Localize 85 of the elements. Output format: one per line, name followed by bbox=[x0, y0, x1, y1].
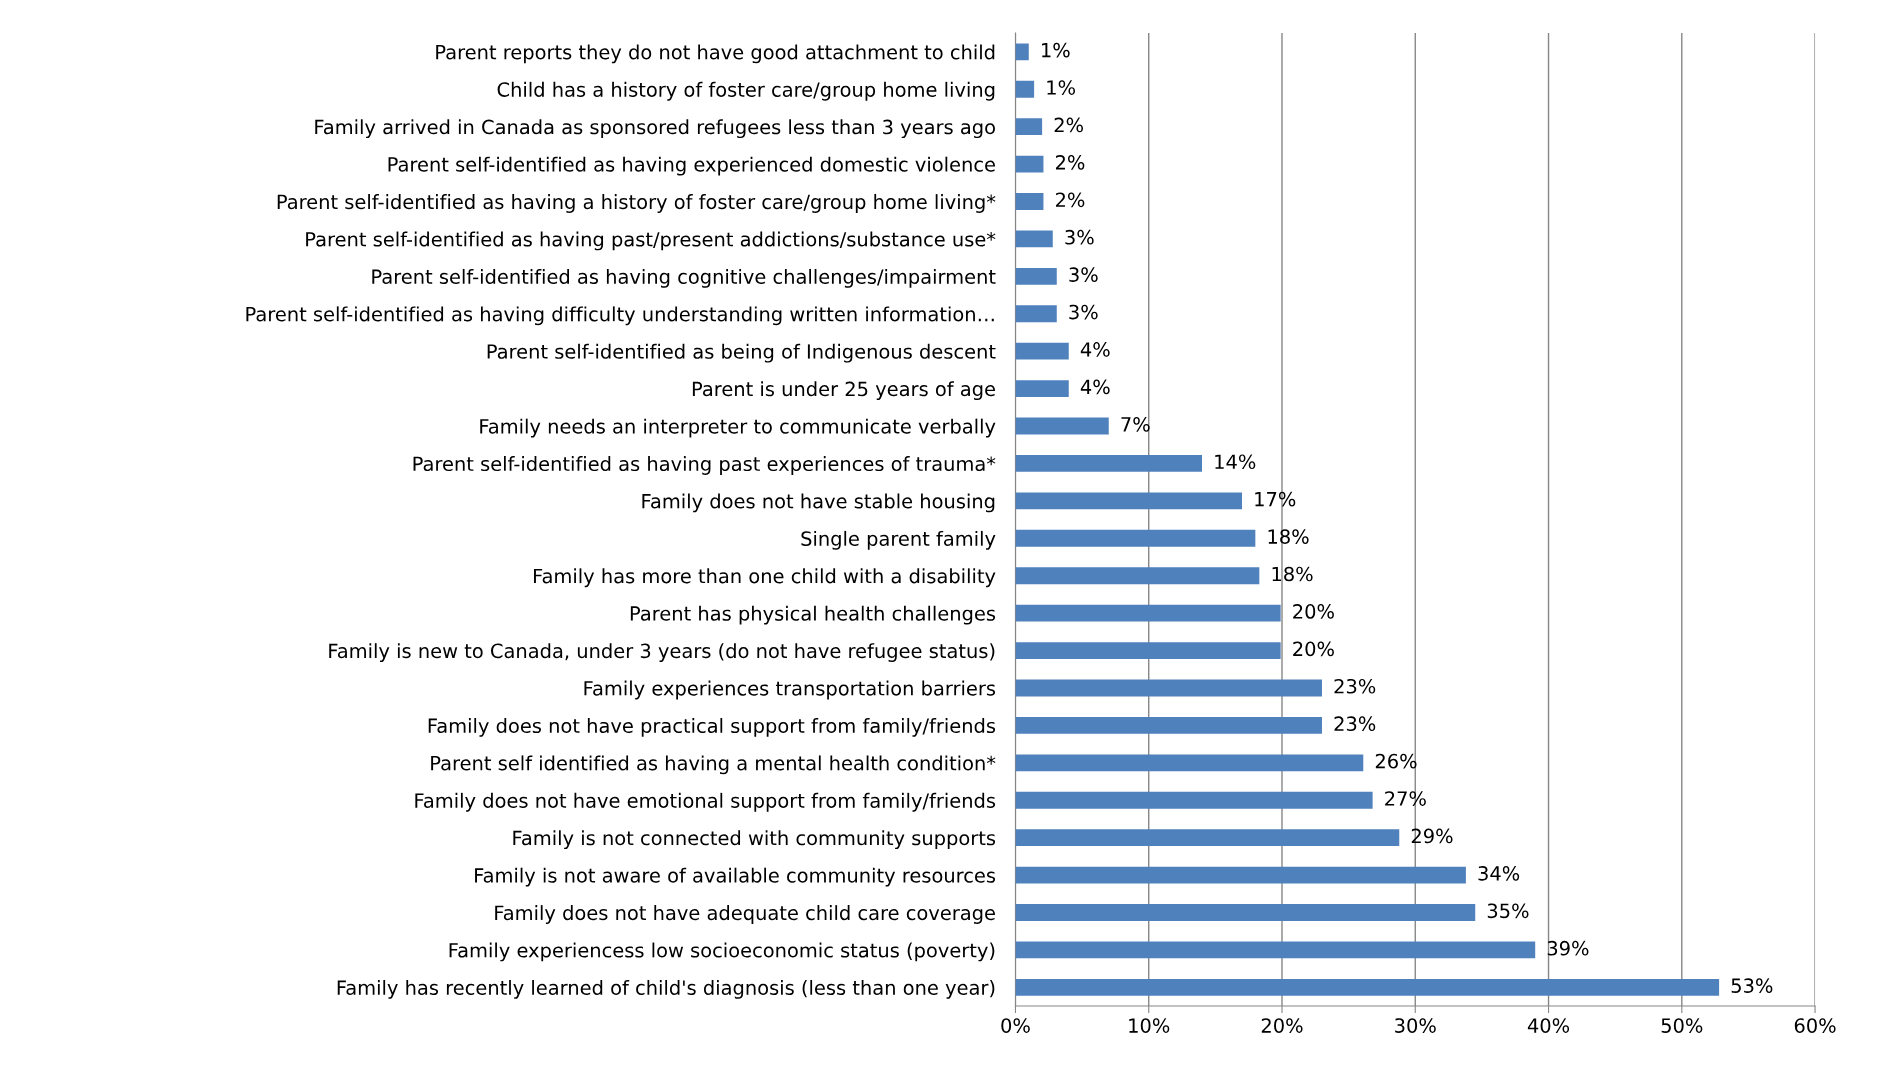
bar bbox=[1015, 80, 1035, 98]
y-tick-label: Parent reports they do not have good attachment to child bbox=[436, 44, 995, 64]
data-label: 3% bbox=[1069, 304, 1098, 320]
y-tick-label: Parent self-identified as having cognitive challenges/impairment bbox=[372, 268, 996, 288]
y-tick-label: Parent self-identified as having a history of foster care/group home living* bbox=[277, 194, 996, 213]
data-label: 4% bbox=[1080, 379, 1110, 395]
y-tick-label: Family experiencess low socioeconomic status (poverty) bbox=[449, 942, 995, 962]
bar bbox=[1015, 193, 1044, 210]
data-label: 39% bbox=[1547, 940, 1589, 956]
y-tick-label: Family is new to Canada, under 3 years (do not have refugee status) bbox=[329, 643, 995, 662]
data-label: 18% bbox=[1268, 529, 1309, 544]
bar bbox=[1015, 342, 1069, 360]
bar bbox=[1015, 155, 1044, 173]
bar bbox=[1015, 118, 1043, 136]
bar bbox=[1015, 716, 1322, 734]
data-label: 14% bbox=[1215, 454, 1256, 470]
y-tick-label: Parent self-identified as having past/present addictions/substance use* bbox=[306, 231, 996, 251]
y-tick-label: Parent is under 25 years of age bbox=[692, 381, 995, 401]
data-label: 1% bbox=[1047, 80, 1075, 95]
data-label: 1% bbox=[1042, 42, 1070, 58]
bar bbox=[1015, 754, 1364, 772]
data-label: 27% bbox=[1385, 791, 1426, 806]
data-label: 23% bbox=[1334, 678, 1376, 694]
y-tick-label: Parent has physical health challenges bbox=[630, 605, 996, 625]
y-tick-label: Family has more than one child with a disability bbox=[534, 568, 996, 588]
data-label: 2% bbox=[1055, 192, 1085, 208]
y-tick-label: Family is not connected with community supports bbox=[513, 830, 996, 850]
bar bbox=[1015, 978, 1720, 996]
y-tick-label: Family does not have practical support from family/friends bbox=[428, 718, 996, 737]
x-tick-label: 20% bbox=[1261, 1018, 1303, 1033]
bar bbox=[1015, 679, 1322, 697]
y-tick-label: Family experiences transportation barriers bbox=[584, 680, 996, 700]
bar bbox=[1015, 941, 1536, 959]
bar bbox=[1015, 904, 1476, 921]
x-tick-label: 50% bbox=[1661, 1018, 1703, 1033]
y-tick-label: Family is not aware of available community resources bbox=[475, 867, 996, 887]
bar bbox=[1015, 567, 1260, 585]
bar bbox=[1015, 305, 1057, 323]
x-tick-label: 40% bbox=[1527, 1018, 1570, 1033]
y-tick-label: Parent self identified as having a mental health condition* bbox=[431, 755, 996, 775]
x-tick-label: 60% bbox=[1794, 1018, 1836, 1033]
y-tick-label: Parent self-identified as having experienced domestic violence bbox=[388, 156, 995, 176]
y-tick-label: Family needs an interpreter to communicate verbally bbox=[480, 418, 996, 438]
y-tick-label: Parent self-identified as being of Indigenous descent bbox=[487, 343, 996, 363]
data-label: 3% bbox=[1069, 267, 1098, 282]
data-label: 53% bbox=[1731, 978, 1773, 993]
data-label: 23% bbox=[1334, 716, 1376, 732]
data-label: 29% bbox=[1411, 828, 1453, 844]
data-label: 20% bbox=[1293, 604, 1334, 619]
bar bbox=[1015, 642, 1281, 659]
data-label: 34% bbox=[1478, 866, 1520, 881]
data-label: 20% bbox=[1293, 641, 1334, 657]
y-tick-label: Single parent family bbox=[801, 530, 996, 550]
bar bbox=[1015, 791, 1373, 809]
bar bbox=[1015, 866, 1466, 884]
bar bbox=[1015, 492, 1243, 510]
bar bbox=[1015, 380, 1069, 398]
x-tick-label: 0% bbox=[1001, 1018, 1030, 1033]
data-label: 17% bbox=[1255, 491, 1296, 507]
x-tick-label: 10% bbox=[1129, 1018, 1170, 1033]
data-label: 35% bbox=[1487, 903, 1529, 919]
y-tick-label: Parent self-identified as having past experiences of trauma* bbox=[413, 456, 996, 475]
data-label: 2% bbox=[1055, 155, 1085, 170]
bar bbox=[1015, 604, 1281, 622]
bar bbox=[1015, 230, 1053, 248]
bar bbox=[1015, 455, 1203, 472]
bar bbox=[1015, 267, 1057, 285]
data-label: 3% bbox=[1065, 229, 1094, 245]
y-tick-label: Family does not have adequate child care coverage bbox=[495, 905, 995, 924]
y-tick-label: Child has a history of foster care/group home living bbox=[497, 81, 995, 101]
y-tick-label: Family arrived in Canada as sponsored refugees less than 3 years ago bbox=[315, 119, 995, 139]
y-tick-label: Family does not have stable housing bbox=[642, 493, 995, 513]
data-label: 2% bbox=[1054, 117, 1083, 133]
y-tick-label: Family has recently learned of child's diagnosis (less than one year) bbox=[337, 979, 995, 999]
data-label: 26% bbox=[1375, 753, 1417, 769]
data-label: 18% bbox=[1272, 566, 1313, 582]
data-label: 4% bbox=[1080, 342, 1110, 357]
data-label: 7% bbox=[1121, 416, 1150, 432]
y-tick-label: Parent self-identified as having difficulty understanding written information… bbox=[246, 306, 994, 326]
x-tick-label: 30% bbox=[1395, 1018, 1436, 1033]
bar bbox=[1015, 43, 1029, 61]
bar bbox=[1015, 529, 1256, 547]
bar bbox=[1015, 829, 1400, 847]
bar bbox=[1015, 417, 1109, 435]
y-tick-label: Family does not have emotional support from family/friends bbox=[415, 792, 996, 812]
